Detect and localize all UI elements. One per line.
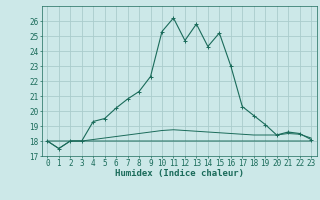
X-axis label: Humidex (Indice chaleur): Humidex (Indice chaleur): [115, 169, 244, 178]
